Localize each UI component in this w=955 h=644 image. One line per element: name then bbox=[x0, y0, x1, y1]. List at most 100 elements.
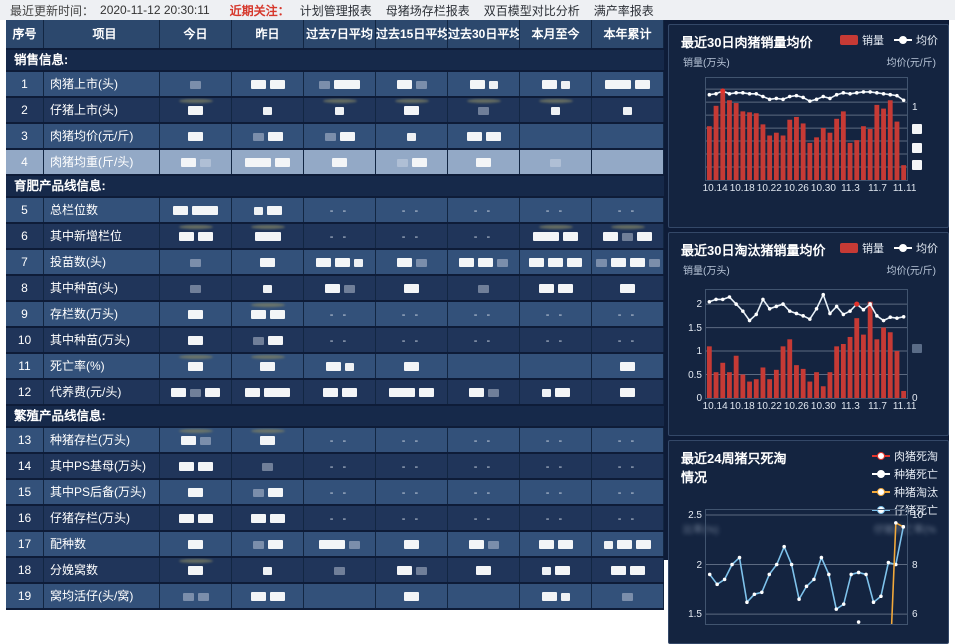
redacted-value-block bbox=[354, 258, 363, 267]
table-row-19[interactable]: 19 窝均活仔(头/窝) bbox=[6, 584, 664, 610]
legend-line-swatch bbox=[872, 505, 890, 515]
data-cell bbox=[304, 250, 376, 274]
column-header-4: 过去7日平均 bbox=[304, 20, 376, 48]
data-cell bbox=[232, 428, 304, 452]
redacted-value-block bbox=[188, 362, 203, 372]
table-row-2[interactable]: 2 仔猪上市(头) bbox=[6, 98, 664, 124]
data-cell bbox=[232, 354, 304, 378]
x-tick-label: 11.7 bbox=[868, 401, 887, 412]
data-cell bbox=[520, 150, 592, 174]
redacted-value-block bbox=[610, 258, 626, 268]
table-row-10[interactable]: 10 其中种苗(万头) - -- -- -- -- - bbox=[6, 328, 664, 354]
legend-item-0[interactable]: 肉猪死淘 bbox=[872, 448, 938, 464]
legend-item-1[interactable]: 均价 bbox=[894, 240, 938, 256]
report-link-3[interactable]: 满产率报表 bbox=[593, 3, 654, 18]
redacted-value-block bbox=[252, 488, 264, 497]
legend-label: 销量 bbox=[862, 243, 884, 255]
table-row-4[interactable]: 4 肉猪均重(斤/头) bbox=[6, 150, 664, 176]
data-cell bbox=[376, 124, 448, 148]
redacted-value-block bbox=[260, 258, 275, 268]
table-row-9[interactable]: 9 存栏数(万头) - -- -- -- -- - bbox=[6, 302, 664, 328]
redacted-value-block bbox=[197, 514, 213, 524]
row-item-label: 配种数 bbox=[44, 532, 160, 556]
legend-item-0[interactable]: 销量 bbox=[840, 240, 884, 256]
table-row-12[interactable]: 12 代养费(元/头) bbox=[6, 380, 664, 406]
y-axis-left-label: 比率(%) bbox=[683, 525, 719, 536]
data-cell bbox=[448, 380, 520, 404]
table-row-7[interactable]: 7 投苗数(头) bbox=[6, 250, 664, 276]
table-row-17[interactable]: 17 配种数 bbox=[6, 532, 664, 558]
redacted-value-block bbox=[266, 206, 282, 216]
row-item-label: 肉猪上市(头) bbox=[44, 72, 160, 96]
report-link-2[interactable]: 双百模型对比分析 bbox=[483, 3, 580, 18]
top-status-bar: 最近更新时间： 2020-11-12 20:30:11 近期关注： 计划管理报表母… bbox=[0, 0, 955, 20]
redacted-value-block bbox=[487, 540, 499, 549]
legend-item-2[interactable]: 种猪淘汰 bbox=[872, 484, 938, 500]
table-row-1[interactable]: 1 肉猪上市(头) bbox=[6, 72, 664, 98]
data-cell: - - bbox=[448, 224, 520, 248]
x-tick-label: 11.7 bbox=[868, 183, 887, 194]
report-link-0[interactable]: 计划管理报表 bbox=[299, 3, 372, 18]
legend-item-3[interactable]: 仔猪死亡 bbox=[872, 502, 938, 518]
table-body: 销售信息: 1 肉猪上市(头) 2 仔猪上市(头) 3 肉猪均价(元/斤) 4 肉猪均重(斤/头… bbox=[6, 50, 664, 610]
chart-legend: 销量 均价 bbox=[830, 32, 938, 48]
legend-item-1[interactable]: 种猪死亡 bbox=[872, 466, 938, 482]
table-row-6[interactable]: 6 其中新增栏位 - -- -- - bbox=[6, 224, 664, 250]
redacted-value-block bbox=[404, 106, 419, 116]
legend-item-0[interactable]: 销量 bbox=[840, 32, 884, 48]
redacted-value-block bbox=[267, 132, 283, 142]
table-row-5[interactable]: 5 总栏位数 - -- -- -- -- - bbox=[6, 198, 664, 224]
redacted-value-block bbox=[538, 284, 554, 294]
data-cell: - - bbox=[304, 428, 376, 452]
redacted-value-block bbox=[415, 566, 427, 575]
redacted-value-block bbox=[541, 388, 551, 397]
data-cell bbox=[160, 302, 232, 326]
redacted-value-block bbox=[404, 362, 419, 372]
redacted-tick-block bbox=[912, 160, 922, 171]
redacted-value-block bbox=[478, 106, 489, 115]
table-row-11[interactable]: 11 死亡率(%) bbox=[6, 354, 664, 380]
data-cell bbox=[160, 558, 232, 582]
redacted-value-block bbox=[622, 592, 633, 601]
data-cell bbox=[304, 380, 376, 404]
table-row-3[interactable]: 3 肉猪均价(元/斤) bbox=[6, 124, 664, 150]
redacted-value-block bbox=[595, 258, 607, 267]
data-cell: - - bbox=[448, 198, 520, 222]
table-row-8[interactable]: 8 其中种苗(头) bbox=[6, 276, 664, 302]
smudge-artifact bbox=[394, 99, 429, 103]
redacted-value-block bbox=[178, 514, 194, 524]
data-cell bbox=[448, 532, 520, 556]
y-axis-right-label: 均价(元/斤) bbox=[886, 58, 936, 69]
table-row-15[interactable]: 15 其中PS后备(万头) - -- -- -- -- - bbox=[6, 480, 664, 506]
redacted-value-block bbox=[563, 232, 578, 242]
table-row-16[interactable]: 16 仔猪存栏(万头) - -- -- -- -- - bbox=[6, 506, 664, 532]
data-cell: - - bbox=[520, 480, 592, 504]
legend-item-1[interactable]: 均价 bbox=[894, 32, 938, 48]
row-number: 19 bbox=[6, 584, 44, 608]
redacted-value-block bbox=[603, 232, 618, 242]
data-cell: - - bbox=[304, 224, 376, 248]
table-row-18[interactable]: 18 分娩窝数 bbox=[6, 558, 664, 584]
data-cell bbox=[304, 276, 376, 300]
smudge-artifact bbox=[250, 225, 285, 229]
table-row-13[interactable]: 13 种猪存栏(万头) - -- -- -- -- - bbox=[6, 428, 664, 454]
report-link-1[interactable]: 母猪场存栏报表 bbox=[385, 3, 470, 18]
y-tick-right-redacted bbox=[907, 160, 922, 173]
redacted-value-block bbox=[459, 258, 474, 268]
smudge-artifact bbox=[466, 99, 501, 103]
row-item-label: 投苗数(头) bbox=[44, 250, 160, 274]
table-row-14[interactable]: 14 其中PS基母(万头) - -- -- -- -- - bbox=[6, 454, 664, 480]
redacted-value-block bbox=[250, 592, 266, 602]
data-cell bbox=[520, 584, 592, 608]
redacted-value-block bbox=[478, 258, 493, 268]
row-item-label: 肉猪均价(元/斤) bbox=[44, 124, 160, 148]
legend-label: 肉猪死淘 bbox=[894, 451, 938, 463]
y-tick-left: 0 bbox=[696, 393, 702, 404]
legend-label: 仔猪死亡 bbox=[894, 505, 938, 517]
data-cell bbox=[376, 532, 448, 556]
data-cell bbox=[520, 532, 592, 556]
y-tick-left: 2 bbox=[696, 559, 702, 571]
redacted-value-block bbox=[262, 462, 273, 471]
redacted-value-block bbox=[252, 336, 264, 345]
redacted-value-block bbox=[541, 566, 551, 575]
